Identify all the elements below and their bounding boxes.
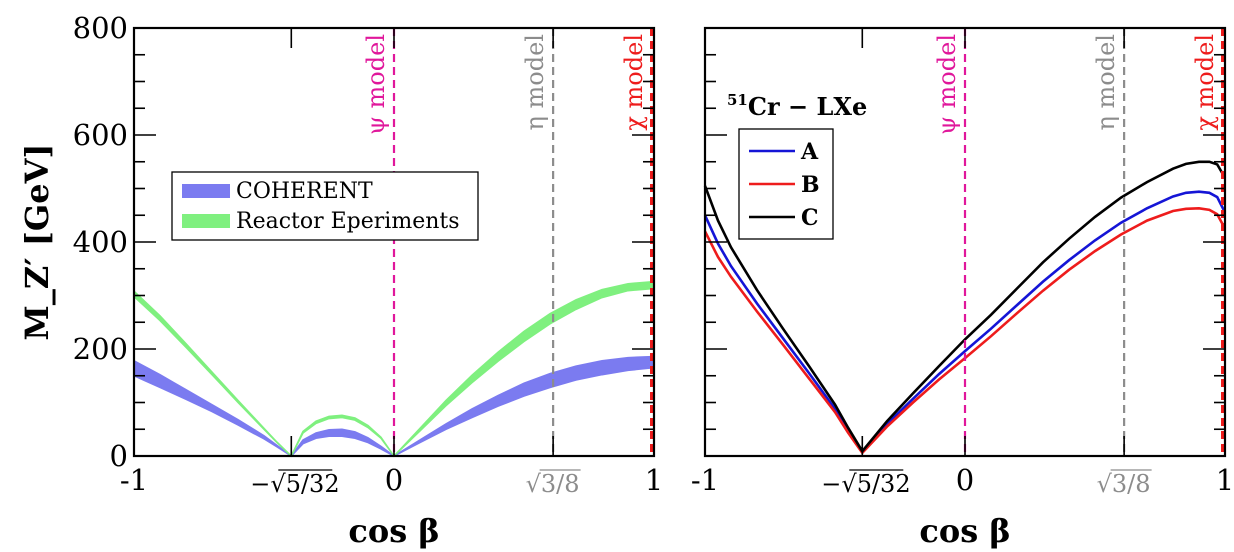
- y-tick-label-200: 200: [73, 332, 128, 366]
- vline-label-1: ψ model: [362, 34, 390, 135]
- vline-label-2: η model: [521, 34, 549, 130]
- vline-label-3: χ model: [620, 34, 648, 131]
- vline-label-1: ψ model: [933, 34, 961, 135]
- y-tick-label-800: 800: [73, 11, 128, 45]
- legend-box: [171, 171, 479, 241]
- y-tick-label-600: 600: [73, 118, 128, 152]
- right-panel: ψ model η model χ model -1 −√5/32 0 √3/8 1 cos β…: [691, 26, 1234, 550]
- axis-titles: M_Z′ [GeV]: [18, 143, 56, 340]
- x-tick-label-5: 1: [645, 463, 663, 497]
- x-tick-label-4: √3/8: [526, 469, 581, 498]
- x-axis-title: cos β: [919, 512, 1010, 550]
- y-tick-label-400: 400: [73, 225, 128, 259]
- x-axis-title: cos β: [348, 512, 439, 550]
- series-line-c: [703, 160, 1227, 454]
- svg-text:√3/8: √3/8: [1097, 470, 1151, 498]
- series-line-b: [703, 206, 1227, 455]
- legend-label-2: Reactor Eperiments: [236, 209, 460, 234]
- legend-swatch-2: [182, 214, 230, 228]
- x-tick-label-2: −√5/32: [821, 469, 911, 498]
- legend-swatch-1: [182, 184, 230, 198]
- x-tick-label-3: 0: [385, 463, 403, 497]
- legend-label-1: A: [800, 139, 819, 165]
- legend-label-2: B: [801, 172, 820, 198]
- svg-text:√3/8: √3/8: [526, 470, 580, 498]
- series-line-a: [703, 190, 1227, 454]
- svg-text:−√5/32: −√5/32: [250, 470, 339, 498]
- x-tick-label-1: -1: [120, 463, 148, 497]
- legend-label-1: COHERENT: [236, 179, 373, 204]
- x-tick-label-4: √3/8: [1097, 469, 1152, 498]
- vline-label-3: χ model: [1191, 34, 1219, 131]
- svg-text:−√5/32: −√5/32: [821, 470, 910, 498]
- x-tick-label-3: 0: [956, 463, 974, 497]
- y-axis-title: M_Z′ [GeV]: [18, 143, 56, 340]
- legend-label-3: C: [801, 205, 819, 231]
- x-tick-label-1: -1: [691, 463, 719, 497]
- x-tick-label-2: −√5/32: [250, 469, 340, 498]
- vline-label-2: η model: [1092, 34, 1120, 130]
- x-tick-label-5: 1: [1216, 463, 1234, 497]
- annotation-label: 51Cr − LXe: [727, 91, 867, 121]
- left-panel: ψ model η model χ model 0 200 400 600 800 -1 −√5/…: [73, 11, 664, 550]
- y-tick-label-0: 0: [110, 439, 128, 473]
